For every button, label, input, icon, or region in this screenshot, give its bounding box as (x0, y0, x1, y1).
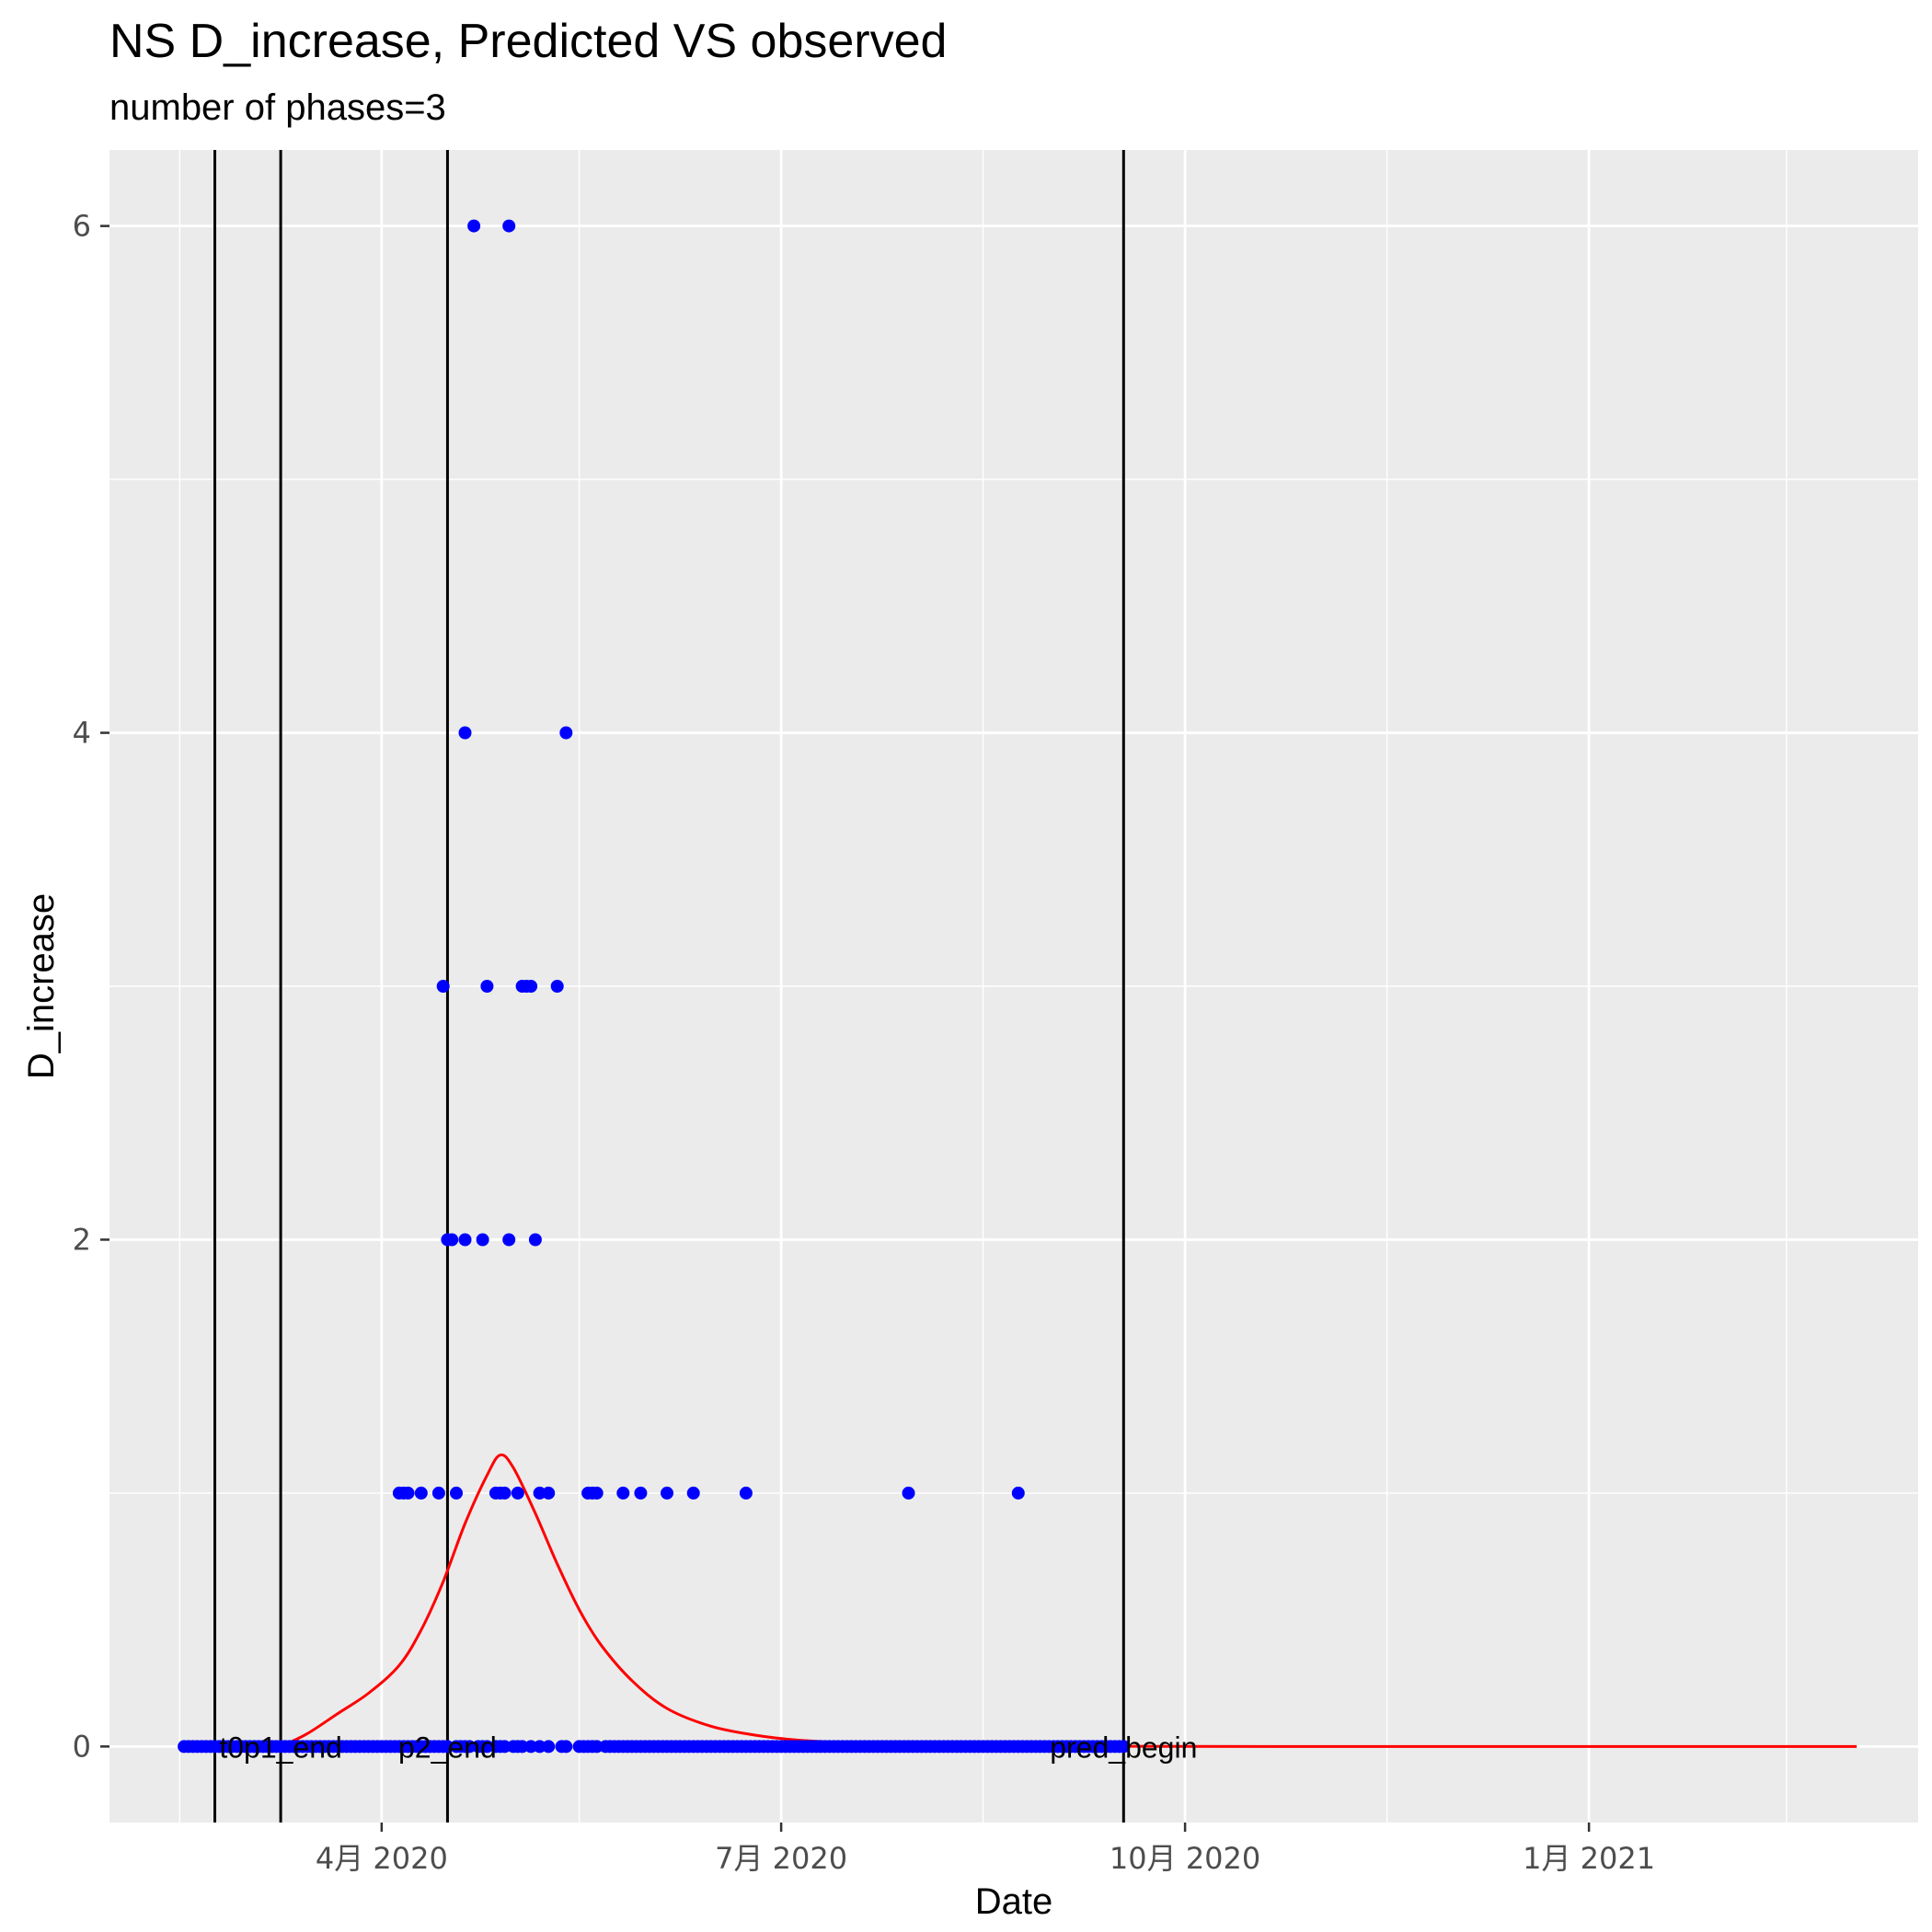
observed-point (528, 1233, 542, 1247)
observed-point (533, 1740, 546, 1754)
y-axis: 0 2 4 6 (73, 209, 109, 1764)
phase-label: pred_begin (1050, 1731, 1197, 1764)
observed-point (450, 1486, 463, 1500)
y-tick-label: 4 (73, 716, 91, 751)
x-tick-label: 4月 2020 (316, 1841, 448, 1876)
observed-point (480, 980, 494, 993)
observed-point (1011, 1486, 1025, 1500)
observed-point (590, 1486, 604, 1500)
chart-subtitle: number of phases=3 (109, 87, 446, 128)
x-axis: 4月 2020 7月 2020 10月 2020 1月 2021 (316, 1823, 1655, 1876)
phase-label: t0p1_end (219, 1731, 341, 1764)
observed-point (431, 1486, 445, 1500)
y-tick-label: 6 (73, 209, 91, 244)
predicted-series (280, 1453, 1857, 1748)
observed-series (178, 219, 1131, 1754)
observed-point (550, 980, 564, 993)
observed-point (634, 1486, 648, 1500)
observed-point (542, 1486, 556, 1500)
y-tick-label: 0 (73, 1729, 91, 1764)
grid-lines (109, 150, 1918, 1823)
observed-point (686, 1486, 700, 1500)
observed-point (533, 1486, 546, 1500)
observed-point (458, 726, 472, 740)
y-tick-label: 2 (73, 1222, 91, 1257)
observed-point (524, 980, 538, 993)
observed-point (441, 1740, 454, 1754)
observed-point (511, 1486, 524, 1500)
observed-point (1117, 1740, 1131, 1754)
observed-point (739, 1486, 753, 1500)
observed-point (498, 1486, 512, 1500)
observed-point (476, 1233, 489, 1247)
x-tick-label: 7月 2020 (715, 1841, 847, 1876)
observed-point (902, 1486, 915, 1500)
observed-point (502, 219, 516, 233)
observed-point (445, 1233, 459, 1247)
observed-point (616, 1486, 630, 1500)
x-tick-label: 10月 2020 (1110, 1841, 1260, 1876)
phase-label: p2_end (398, 1731, 497, 1764)
observed-point (559, 1740, 573, 1754)
observed-point (414, 1486, 428, 1500)
observed-point (401, 1486, 415, 1500)
x-axis-title: Date (975, 1881, 1053, 1922)
observed-point (559, 726, 573, 740)
observed-point (502, 1233, 516, 1247)
x-tick-label: 1月 2021 (1523, 1841, 1655, 1876)
phase-labels: t0p1_end p2_end pred_begin (219, 1731, 1197, 1764)
y-axis-title: D_increase (21, 893, 62, 1079)
plot-panel: t0p1_end p2_end pred_begin (109, 150, 1918, 1823)
predicted-line (280, 1453, 1857, 1748)
observed-point (661, 1486, 673, 1500)
observed-point (458, 1233, 472, 1247)
chart-title: NS D_increase, Predicted VS observed (109, 15, 947, 68)
observed-point (436, 980, 450, 993)
observed-point (467, 219, 481, 233)
observed-point (542, 1740, 556, 1754)
